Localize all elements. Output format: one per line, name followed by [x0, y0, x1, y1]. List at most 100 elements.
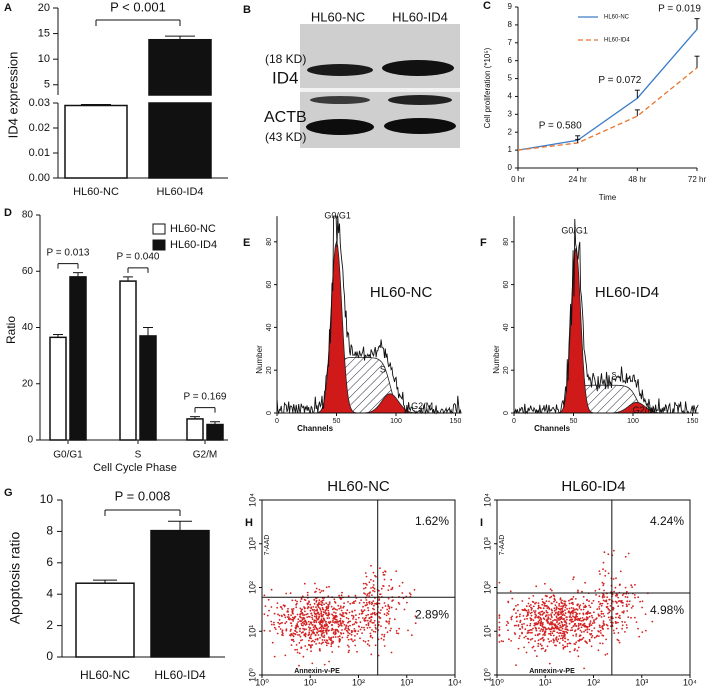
peak-label: s	[612, 369, 617, 379]
event-dot	[337, 636, 339, 638]
event-dot	[374, 631, 377, 633]
event-dot	[630, 584, 633, 587]
event-dot	[381, 606, 384, 609]
event-dot	[276, 632, 279, 635]
event-dot	[598, 606, 600, 608]
event-dot	[302, 627, 304, 630]
event-dot	[300, 622, 303, 625]
blot-band	[388, 95, 452, 105]
event-dot	[582, 602, 585, 605]
event-dot	[322, 627, 325, 630]
event-dot	[311, 614, 314, 617]
event-dot	[349, 620, 351, 623]
event-dot	[308, 639, 310, 642]
event-dot	[562, 613, 565, 615]
event-dot	[324, 611, 326, 614]
x-tick-label: 10⁴	[448, 677, 462, 687]
event-dot	[545, 628, 547, 631]
event-dot	[515, 612, 517, 614]
event-dot	[583, 667, 585, 670]
event-dot	[530, 609, 533, 611]
x-tick-label: 50	[333, 418, 341, 425]
event-dot	[568, 602, 571, 605]
event-dot	[371, 636, 374, 639]
event-dot	[547, 616, 550, 618]
event-dot	[370, 578, 372, 581]
event-dot	[588, 628, 591, 631]
event-dot	[537, 615, 540, 618]
event-dot	[590, 636, 593, 639]
event-dot	[362, 610, 365, 613]
event-dot	[510, 618, 513, 621]
event-dot	[359, 628, 362, 631]
event-dot	[562, 605, 564, 608]
event-dot	[312, 630, 314, 633]
event-dot	[579, 629, 582, 632]
event-dot	[563, 623, 566, 626]
event-dot	[566, 645, 569, 648]
y-tick-label: 10¹	[247, 625, 257, 638]
event-dot	[322, 613, 325, 616]
event-dot	[372, 571, 375, 574]
event-dot	[536, 655, 538, 658]
event-dot	[530, 618, 533, 621]
x-tick-label: 10³	[400, 677, 413, 687]
event-dot	[321, 620, 324, 623]
event-dot	[606, 624, 609, 627]
event-dot	[541, 625, 544, 628]
event-dot	[378, 599, 380, 601]
event-dot	[322, 617, 325, 620]
event-dot	[539, 613, 542, 616]
event-dot	[542, 622, 544, 624]
event-dot	[615, 627, 618, 630]
event-dot	[351, 602, 354, 604]
event-dot	[373, 611, 376, 614]
event-dot	[593, 621, 596, 624]
event-dot	[341, 636, 344, 639]
event-dot	[383, 645, 386, 647]
annotation: P = 0.019	[658, 3, 701, 14]
event-dot	[324, 641, 327, 644]
y-tick-label: 80	[266, 238, 273, 246]
event-dot	[559, 597, 562, 600]
peak-label: G2/M	[633, 405, 655, 415]
event-dot	[612, 607, 615, 610]
event-dot	[602, 593, 604, 595]
event-dot	[536, 623, 539, 626]
event-dot	[596, 608, 599, 610]
event-dot	[537, 645, 540, 647]
legend-label: HL60-NC	[604, 15, 630, 21]
event-dot	[586, 631, 589, 633]
event-dot	[539, 630, 542, 632]
event-dot	[292, 612, 294, 615]
event-dot	[299, 630, 301, 633]
event-dot	[370, 587, 372, 589]
x-tick-label: 10⁰	[255, 677, 269, 687]
panel-letter: C	[483, 0, 491, 12]
event-dot	[266, 614, 269, 617]
event-dot	[292, 632, 295, 635]
event-dot	[322, 629, 325, 632]
event-dot	[355, 618, 357, 621]
annotation: P = 0.169	[184, 391, 227, 402]
event-dot	[589, 606, 592, 609]
event-dot	[380, 587, 383, 590]
event-dot	[323, 603, 325, 606]
event-dot	[576, 649, 579, 652]
event-dot	[557, 638, 560, 641]
event-dot	[264, 605, 267, 607]
event-dot	[304, 633, 307, 636]
event-dot	[578, 619, 581, 622]
event-dot	[323, 619, 326, 622]
event-dot	[332, 632, 335, 635]
x-tick-label: 10⁴	[683, 677, 697, 687]
event-dot	[327, 642, 330, 645]
event-dot	[584, 581, 586, 584]
event-dot	[339, 605, 342, 608]
event-dot	[289, 630, 292, 632]
event-dot	[298, 652, 301, 655]
event-dot	[386, 631, 389, 634]
event-dot	[529, 631, 531, 634]
event-dot	[282, 604, 285, 607]
